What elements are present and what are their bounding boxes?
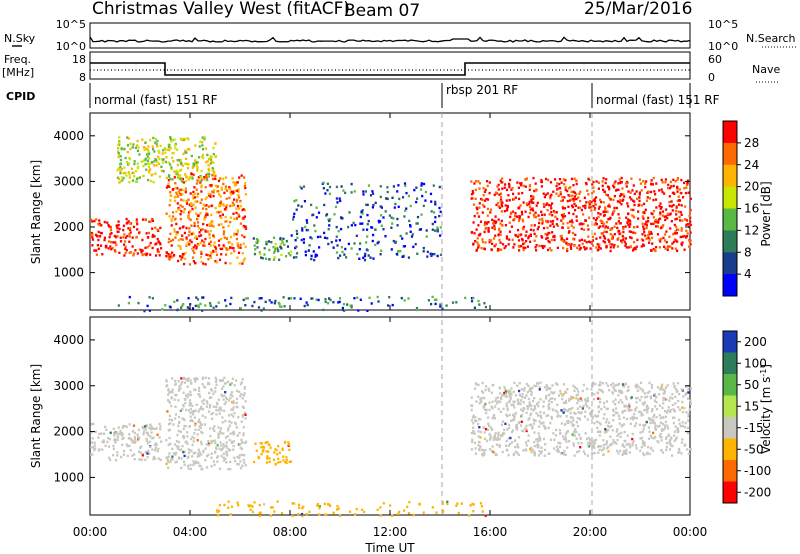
colorbar-tick-label: 15 xyxy=(744,399,759,413)
colorbar-tick-label: -100 xyxy=(744,464,771,478)
cpid-segment-3: normal (fast) 151 RF xyxy=(596,93,720,107)
y-tick-label: 2000 xyxy=(53,425,84,439)
x-tick-label: 16:00 xyxy=(473,525,508,539)
colorbar-tick-label: 24 xyxy=(744,158,759,172)
freq-tick-top: 18 xyxy=(72,53,86,66)
colorbar-swatch xyxy=(723,252,737,275)
x-tick-label: 04:00 xyxy=(173,525,208,539)
nave-label: Nave xyxy=(752,63,780,76)
colorbar-tick-label: 16 xyxy=(744,202,759,216)
noise-tick-right-top: 10^5 xyxy=(708,18,738,31)
y-tick-label: 3000 xyxy=(53,379,84,393)
x-tick-label: 12:00 xyxy=(373,525,408,539)
x-tick-label: 00:00 xyxy=(673,525,708,539)
y-tick-label: 4000 xyxy=(53,333,84,347)
y-tick-label: 2000 xyxy=(53,220,84,234)
colorbar-tick-label: -15 xyxy=(744,421,764,435)
cpid-label: CPID xyxy=(6,90,35,103)
colorbar-tick-label: 200 xyxy=(744,335,767,349)
power-colorbar: 28 24 20 16 12 8 4 xyxy=(722,120,759,297)
noise-tick-left-bottom: 10^0 xyxy=(56,40,86,53)
x-tick-label: 08:00 xyxy=(273,525,308,539)
power-ylabel: Slant Range [km] xyxy=(29,160,43,264)
colorbar-tick-label: 100 xyxy=(744,356,767,370)
colorbar-swatch xyxy=(723,121,737,144)
velocity-echoes xyxy=(90,376,693,518)
date-label: 25/Mar/2016 xyxy=(584,0,692,19)
colorbar-swatch xyxy=(723,331,737,353)
velocity-panel: 1000 2000 3000 4000 Slant Range [km] 200 100… xyxy=(29,316,773,518)
nave-tick-bottom: 0 xyxy=(708,71,715,84)
colorbar-tick-label: 4 xyxy=(744,267,752,281)
colorbar-swatch xyxy=(723,395,737,418)
cpid-segment-1: normal (fast) 151 RF xyxy=(94,93,218,107)
colorbar-tick-label: -200 xyxy=(744,485,771,499)
velocity-colorbar-label: Velocity [m s-1] xyxy=(759,364,773,454)
colorbar-tick-label: 20 xyxy=(744,180,759,194)
time-axis-label: Time UT xyxy=(364,541,415,554)
frequency-line xyxy=(90,62,690,76)
colorbar-swatch xyxy=(723,481,737,504)
y-tick-label: 1000 xyxy=(53,470,84,484)
y-tick-label: 3000 xyxy=(53,174,84,188)
colorbar-swatch xyxy=(723,352,737,375)
colorbar-tick-label: 28 xyxy=(744,136,759,150)
colorbar-swatch xyxy=(723,164,737,188)
freq-unit-label: [MHz] xyxy=(2,66,34,79)
colorbar-swatch xyxy=(723,417,737,439)
colorbar-swatch xyxy=(723,142,737,166)
colorbar-swatch xyxy=(723,460,737,482)
x-tick-label: 00:00 xyxy=(73,525,108,539)
x-tick-label: 20:00 xyxy=(573,525,608,539)
power-echoes xyxy=(90,135,692,313)
cpid-segment-2: rbsp 201 RF xyxy=(446,83,518,97)
cpid-panel: CPID normal (fast) 151 RF rbsp 201 RF no… xyxy=(6,83,720,108)
noise-sky-line xyxy=(89,36,691,43)
freq-label: Freq. xyxy=(4,53,31,66)
noise-panel: N.Sky N.Search 10^5 10^0 10^5 10^0 xyxy=(4,18,796,53)
noise-tick-left-top: 10^5 xyxy=(56,18,86,31)
colorbar-tick-label: 8 xyxy=(744,245,752,259)
noise-tick-right-bottom: 10^0 xyxy=(708,40,738,53)
frequency-panel: Freq. [MHz] 18 8 60 0 Nave xyxy=(2,51,780,84)
freq-tick-bottom: 8 xyxy=(79,71,86,84)
nsky-label: N.Sky xyxy=(4,32,36,45)
y-tick-label: 4000 xyxy=(53,129,84,143)
colorbar-tick-label: 50 xyxy=(744,378,759,392)
colorbar-swatch xyxy=(723,274,737,297)
station-title: Christmas Valley West (fitACF) xyxy=(92,0,350,19)
colorbar-tick-label: -50 xyxy=(744,442,764,456)
colorbar-swatch xyxy=(723,208,737,231)
time-axis: 00:00 04:00 08:00 12:00 16:00 20:00 00:00 xyxy=(73,113,708,539)
colorbar-swatch xyxy=(723,438,737,461)
beam-label: Beam 07 xyxy=(344,1,420,21)
colorbar-swatch xyxy=(723,374,737,396)
colorbar-tick-label: 12 xyxy=(744,223,759,237)
nave-tick-top: 60 xyxy=(708,53,722,66)
nsearch-label: N.Search xyxy=(746,32,796,45)
colorbar-swatch xyxy=(723,186,737,209)
colorbar-swatch xyxy=(723,230,737,253)
power-panel: 1000 2000 3000 4000 Slant Range [km] 28 24 20… xyxy=(29,112,773,313)
velocity-ylabel: Slant Range [km] xyxy=(29,364,43,468)
y-tick-label: 1000 xyxy=(53,266,84,280)
velocity-colorbar: 200 100 50 15 -15 -50 -100 -200 xyxy=(722,330,771,504)
power-colorbar-label: Power [dB] xyxy=(759,181,773,246)
